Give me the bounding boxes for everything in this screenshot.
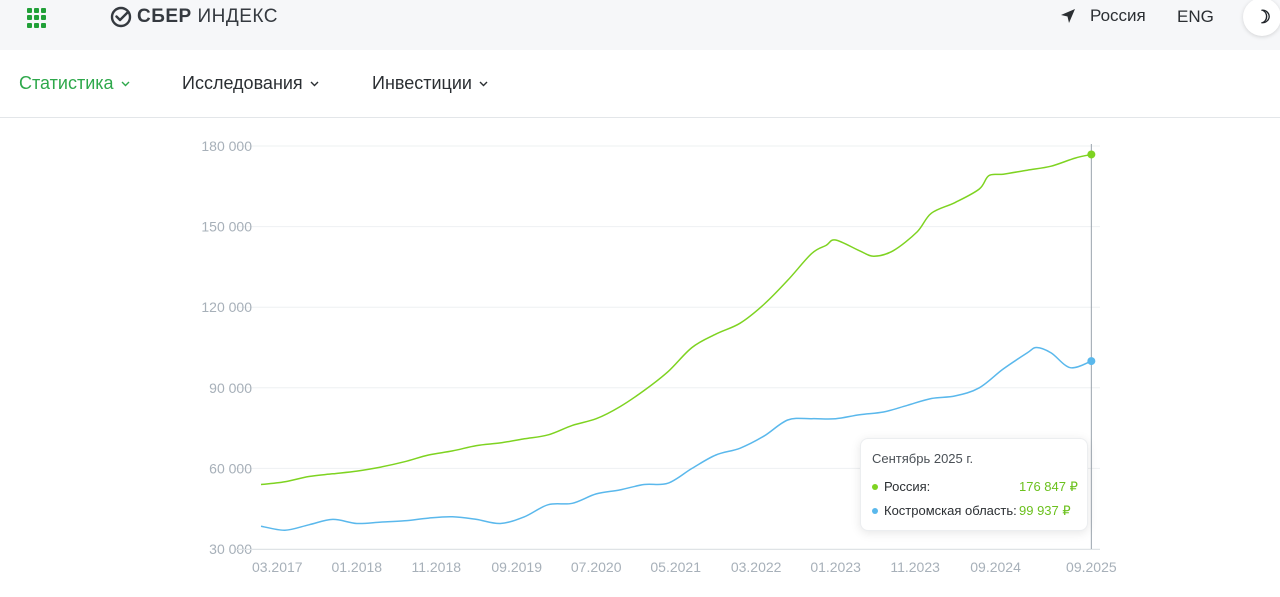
y-tick-label: 30 000 [209, 541, 252, 557]
series-endpoint-russia [1087, 150, 1096, 159]
y-tick-label: 150 000 [201, 219, 252, 235]
x-tick-label: 11.2018 [411, 559, 461, 575]
x-tick-label: 05.2021 [650, 559, 701, 575]
x-tick-label: 09.2024 [970, 559, 1021, 575]
russia-legend-dot [872, 483, 878, 490]
logo-text-rest: ИНДЕКС [197, 6, 279, 27]
theme-toggle-button[interactable]: ☽ [1243, 0, 1280, 36]
x-tick-label: 01.2018 [331, 559, 382, 575]
series-endpoint-kostroma [1087, 357, 1096, 366]
tooltip-row-region: Костромская область: [872, 503, 1017, 518]
region-legend-dot [872, 507, 878, 514]
tooltip-series-name: Костромская область: [884, 503, 1017, 518]
nav-item-label: Инвестиции [372, 73, 472, 93]
chevron-down-icon [121, 81, 130, 87]
y-tick-label: 90 000 [209, 380, 252, 396]
grid-apps-icon[interactable] [27, 8, 47, 28]
location-arrow-icon [1061, 9, 1075, 23]
tooltip-title: Сентябрь 2025 г. [872, 451, 974, 466]
chevron-down-icon [310, 81, 319, 87]
sber-logo-icon [110, 6, 132, 28]
x-tick-label: 09.2019 [491, 559, 542, 575]
chevron-down-icon [479, 81, 488, 87]
nav-item-research[interactable]: Исследования [182, 73, 319, 94]
logo-text: СБЕР ИНДЕКС [137, 6, 278, 28]
x-tick-label: 03.2022 [731, 559, 782, 575]
tooltip-series-value: 99 937 ₽ [1019, 503, 1071, 518]
series-line-russia [260, 153, 1092, 486]
sber-index-logo[interactable]: СБЕР ИНДЕКС [110, 6, 278, 28]
nav-item-investments[interactable]: Инвестиции [372, 73, 488, 94]
moon-icon: ☽ [1254, 6, 1272, 27]
tooltip-row-russia: Россия: [872, 479, 930, 494]
nav-item-statistics[interactable]: Статистика [19, 73, 130, 94]
y-tick-label: 120 000 [201, 299, 252, 315]
x-tick-label: 01.2023 [810, 559, 861, 575]
region-label: Россия [1090, 6, 1146, 25]
x-tick-label: 11.2023 [890, 559, 940, 575]
tooltip-series-name: Россия: [884, 479, 931, 494]
language-switch[interactable]: ENG [1177, 7, 1214, 26]
nav-item-label: Статистика [19, 73, 114, 93]
series-line-kostroma [260, 346, 1092, 531]
salary-line-chart[interactable]: 30 000 60 000 90 000 120 000 150 000 180 000 0… [0, 118, 1280, 597]
y-tick-label: 180 000 [201, 138, 252, 154]
x-tick-label: 07.2020 [571, 559, 622, 575]
logo-text-bold: СБЕР [137, 6, 192, 27]
y-tick-label: 60 000 [209, 460, 252, 476]
nav-item-label: Исследования [182, 73, 303, 93]
tooltip-series-value: 176 847 ₽ [1019, 479, 1078, 494]
region-selector[interactable]: Россия [1060, 6, 1146, 26]
x-tick-label: 03.2017 [252, 559, 303, 575]
main-nav: Статистика Исследования Инвестиции [0, 50, 1280, 118]
chart-tooltip: Сентябрь 2025 г. Россия: 176 847 ₽ Костр… [860, 438, 1088, 531]
x-tick-label: 09.2025 [1066, 559, 1117, 575]
top-bar: СБЕР ИНДЕКС Россия ENG ☽ [0, 0, 1280, 50]
